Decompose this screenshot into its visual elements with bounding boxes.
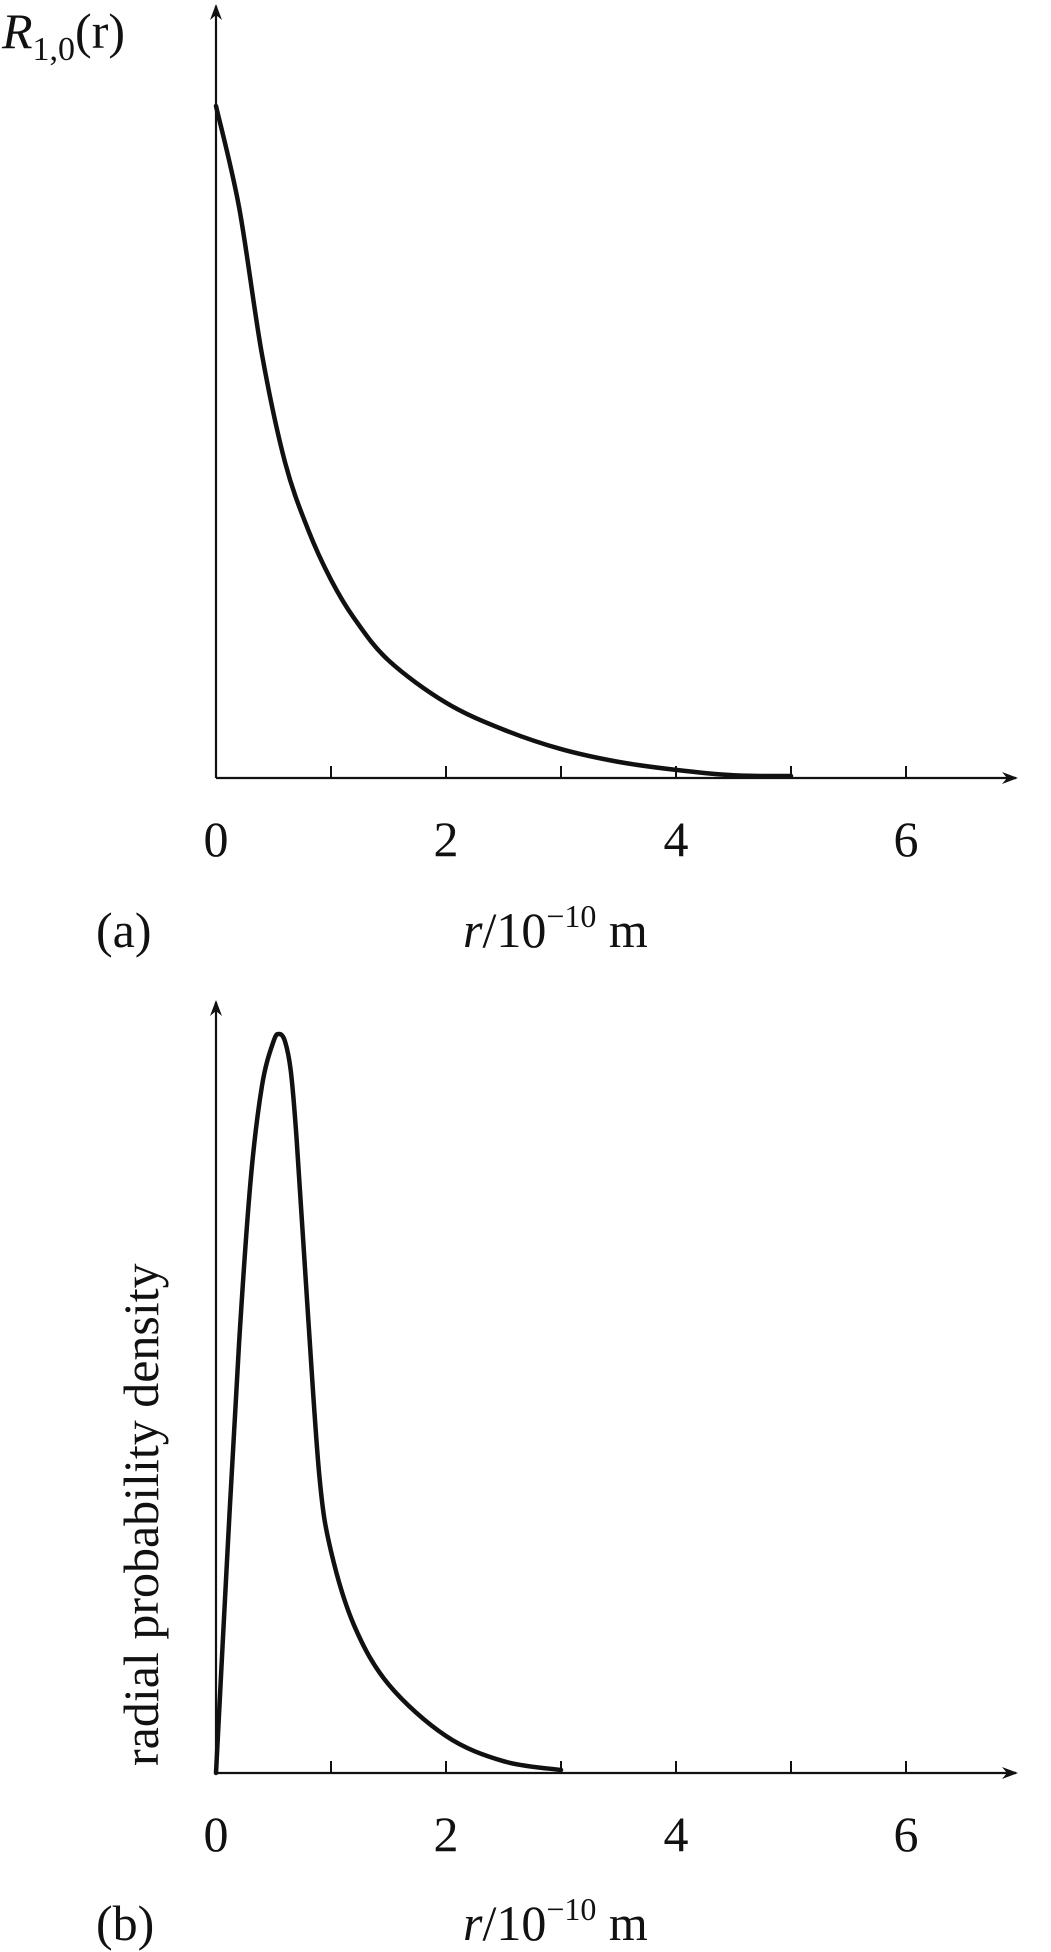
panel-b-x-tick-label: 2 [434,1806,459,1862]
panel-a-x-tick-label: 0 [204,811,229,867]
panel-b-tick-labels: 0 2 4 6 [204,1806,919,1862]
panel-b-series-line [213,1031,564,1776]
panel-a: 0 2 4 6 R1,0(r) (a) r/10−10 m [1,3,1018,958]
panel-b-x-tick-label: 6 [894,1806,919,1862]
panel-a-x-tick-label: 2 [434,811,459,867]
panel-a-x-tick-label: 4 [664,811,689,867]
panel-a-label: (a) [96,902,152,958]
panel-b-y-axis-label: radial probability density [113,1263,169,1766]
panel-a-y-axis-label: R1,0(r) [1,3,125,68]
panel-b: 0 2 4 6 radial probability density (b) r/10… [96,1000,1018,1951]
panel-a-ticks [215,766,907,778]
panel-b-label: (b) [96,1895,154,1951]
panel-a-x-tick-label: 6 [894,811,919,867]
panel-b-x-tick-label: 0 [204,1806,229,1862]
panel-a-tick-labels: 0 2 4 6 [204,811,919,867]
panel-b-x-tick-label: 4 [664,1806,689,1862]
panel-b-x-axis-label: r/10−10 m [463,1891,648,1951]
panel-a-series-line [213,103,794,779]
panel-a-x-axis-label: r/10−10 m [463,898,648,958]
